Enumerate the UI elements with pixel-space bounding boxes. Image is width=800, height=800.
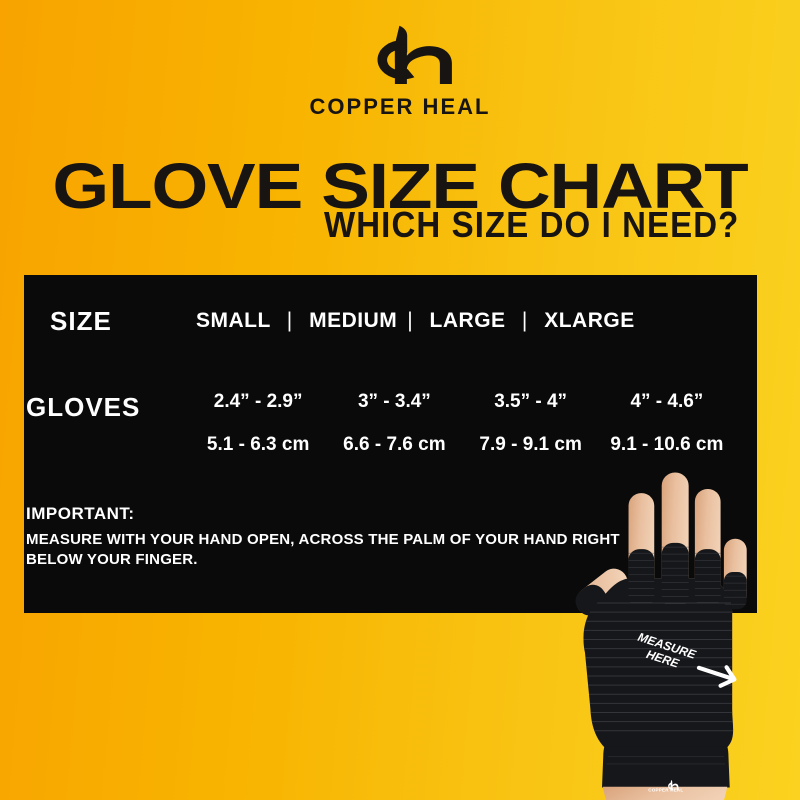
svg-text:COPPER HEAL: COPPER HEAL (648, 788, 683, 793)
